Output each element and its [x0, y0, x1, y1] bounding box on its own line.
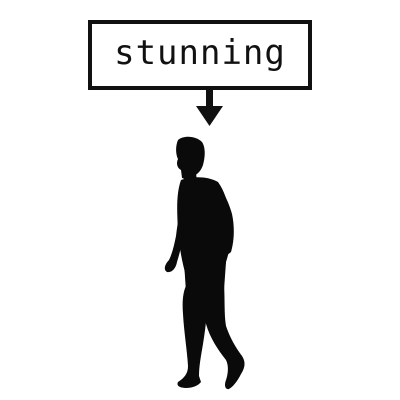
- label-text: stunning: [114, 33, 286, 73]
- label-box: stunning: [88, 20, 312, 90]
